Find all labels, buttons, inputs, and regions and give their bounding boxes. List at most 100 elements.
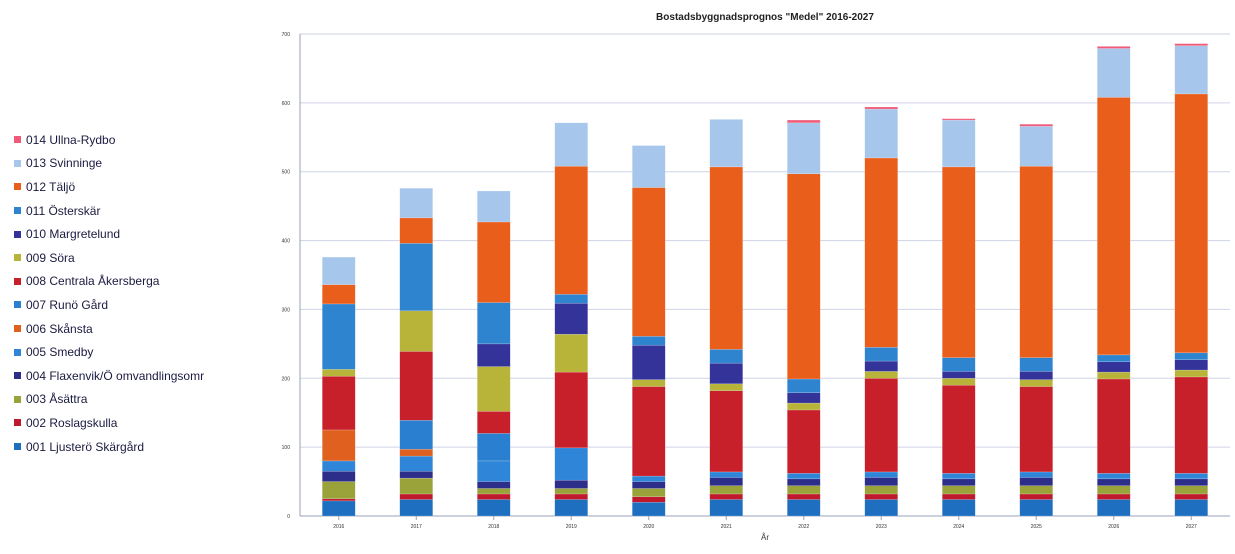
legend-swatch xyxy=(14,325,21,333)
bar-segment xyxy=(1019,477,1053,486)
bar-segment xyxy=(322,500,356,517)
bar-segment xyxy=(322,470,356,482)
bar-segment xyxy=(322,375,356,431)
bar-segment xyxy=(399,477,433,495)
bar-segment xyxy=(942,378,976,386)
legend-swatch xyxy=(14,159,21,167)
bar-segment xyxy=(1097,478,1131,486)
bar-segment xyxy=(554,488,588,495)
legend-item: 006 Skånsta xyxy=(14,317,274,341)
bar-segment xyxy=(554,499,588,517)
bar-segment xyxy=(477,433,511,462)
bar-segment xyxy=(942,118,976,121)
bar-segment xyxy=(942,473,976,480)
bar-segment xyxy=(632,475,666,482)
legend-label: 014 Ullna-Rydbo xyxy=(26,132,116,147)
legend-label: 005 Smedby xyxy=(26,345,94,360)
bar-segment xyxy=(1174,376,1208,474)
x-tick-label: 2019 xyxy=(566,524,577,530)
x-tick-label: 2027 xyxy=(1186,524,1197,530)
bar-segment xyxy=(554,479,588,489)
bar-segment xyxy=(1019,471,1053,478)
bar-segment xyxy=(942,478,976,486)
bar-segment xyxy=(1097,361,1131,373)
legend-item: 003 Åsättra xyxy=(14,388,274,412)
bar-segment xyxy=(554,294,588,304)
legend-item: 008 Centrala Åkersberga xyxy=(14,270,274,294)
legend-item: 010 Margretelund xyxy=(14,222,274,246)
bar-segment xyxy=(787,485,821,495)
bar-segment xyxy=(787,402,821,411)
bar-segment xyxy=(477,499,511,517)
legend-swatch xyxy=(14,254,21,262)
legend-swatch xyxy=(14,372,21,380)
legend-swatch xyxy=(14,207,21,215)
legend-swatch xyxy=(14,419,21,427)
bar-segment xyxy=(477,481,511,489)
bar-segment xyxy=(864,360,898,372)
bar-segment xyxy=(554,333,588,373)
bar-segment xyxy=(477,488,511,495)
bar-segment xyxy=(709,362,743,385)
bar-segment xyxy=(787,478,821,486)
bar-segment xyxy=(864,108,898,159)
bar-segment xyxy=(942,371,976,379)
legend-item: 007 Runö Gård xyxy=(14,293,274,317)
bar-segment xyxy=(1174,43,1208,46)
x-axis-label: År xyxy=(761,533,769,542)
legend-label: 003 Åsättra xyxy=(26,392,88,407)
y-tick-label: 300 xyxy=(282,307,291,313)
legend-swatch xyxy=(14,277,21,285)
bar-segment xyxy=(399,470,433,479)
bar-segment xyxy=(399,493,433,500)
bar-segment xyxy=(632,386,666,477)
legend-label: 006 Skånsta xyxy=(26,321,93,336)
bar-segment xyxy=(864,499,898,517)
legend-swatch xyxy=(14,443,21,451)
bar-segment xyxy=(554,447,588,481)
bar-segment xyxy=(477,190,511,223)
bar-segment xyxy=(399,243,433,312)
bar-segment xyxy=(864,347,898,362)
bar-segment xyxy=(709,477,743,486)
legend-label: 008 Centrala Åkersberga xyxy=(26,274,160,289)
y-tick-label: 200 xyxy=(282,376,291,382)
bar-segment xyxy=(1097,48,1131,98)
bar-segment xyxy=(322,429,356,462)
bar-segment xyxy=(1097,493,1131,500)
bar-segment xyxy=(864,106,898,110)
bar-segment xyxy=(1174,473,1208,480)
bar-segment xyxy=(632,187,666,337)
bar-segment xyxy=(1019,386,1053,473)
bar-segment xyxy=(864,493,898,500)
legend-label: 001 Ljusterö Skärgård xyxy=(26,439,145,454)
bar-segment xyxy=(864,371,898,379)
legend-swatch xyxy=(14,230,21,238)
bar-segment xyxy=(1097,499,1131,517)
x-tick-label: 2017 xyxy=(411,524,422,530)
legend-item: 013 Svinninge xyxy=(14,152,274,176)
legend-swatch xyxy=(14,183,21,191)
bar-segment xyxy=(554,122,588,167)
bar-segment xyxy=(1174,499,1208,517)
bar-segment xyxy=(787,409,821,474)
bar-segment xyxy=(787,122,821,175)
bar-segment xyxy=(709,485,743,495)
y-tick-label: 100 xyxy=(282,445,291,451)
bar-segment xyxy=(1097,378,1131,474)
bar-segment xyxy=(787,493,821,500)
legend-label: 007 Runö Gård xyxy=(26,297,109,312)
bar-segment xyxy=(632,379,666,387)
bar-segment xyxy=(1174,359,1208,371)
x-tick-label: 2016 xyxy=(333,524,344,530)
legend-item: 012 Täljö xyxy=(14,175,274,199)
bar-segment xyxy=(554,493,588,500)
bar-segment xyxy=(864,485,898,495)
bar-segment xyxy=(709,493,743,500)
bar-segment xyxy=(322,284,356,305)
bar-segment xyxy=(1097,473,1131,480)
bar-segment xyxy=(632,488,666,497)
x-tick-label: 2022 xyxy=(798,524,809,530)
legend-label: 009 Söra xyxy=(26,250,75,265)
bar-segment xyxy=(477,302,511,345)
